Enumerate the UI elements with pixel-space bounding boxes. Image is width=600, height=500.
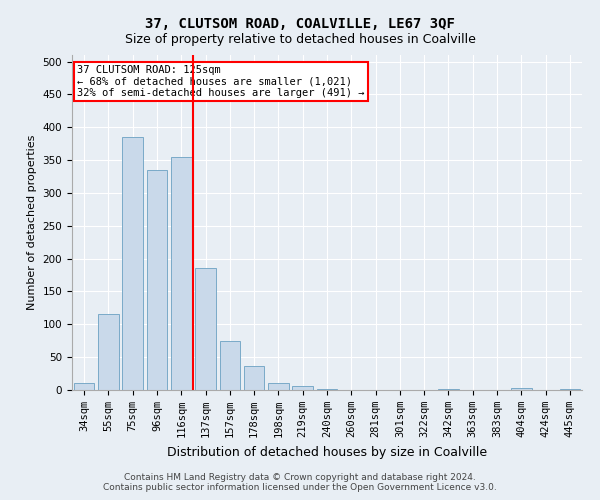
Bar: [171, 157, 191, 390]
Bar: [195, 268, 216, 390]
Bar: [317, 388, 337, 390]
Text: 37, CLUTSOM ROAD, COALVILLE, LE67 3QF: 37, CLUTSOM ROAD, COALVILLE, LE67 3QF: [145, 18, 455, 32]
Bar: [220, 340, 240, 390]
Bar: [146, 170, 167, 390]
Bar: [244, 366, 265, 390]
Y-axis label: Number of detached properties: Number of detached properties: [27, 135, 37, 310]
Text: Contains HM Land Registry data © Crown copyright and database right 2024.
Contai: Contains HM Land Registry data © Crown c…: [103, 473, 497, 492]
Bar: [292, 386, 313, 390]
Bar: [560, 388, 580, 390]
Bar: [268, 384, 289, 390]
X-axis label: Distribution of detached houses by size in Coalville: Distribution of detached houses by size …: [167, 446, 487, 458]
Text: Size of property relative to detached houses in Coalville: Size of property relative to detached ho…: [125, 32, 475, 46]
Text: 37 CLUTSOM ROAD: 125sqm
← 68% of detached houses are smaller (1,021)
32% of semi: 37 CLUTSOM ROAD: 125sqm ← 68% of detache…: [77, 65, 365, 98]
Bar: [438, 388, 459, 390]
Bar: [122, 137, 143, 390]
Bar: [74, 384, 94, 390]
Bar: [511, 388, 532, 390]
Bar: [98, 314, 119, 390]
